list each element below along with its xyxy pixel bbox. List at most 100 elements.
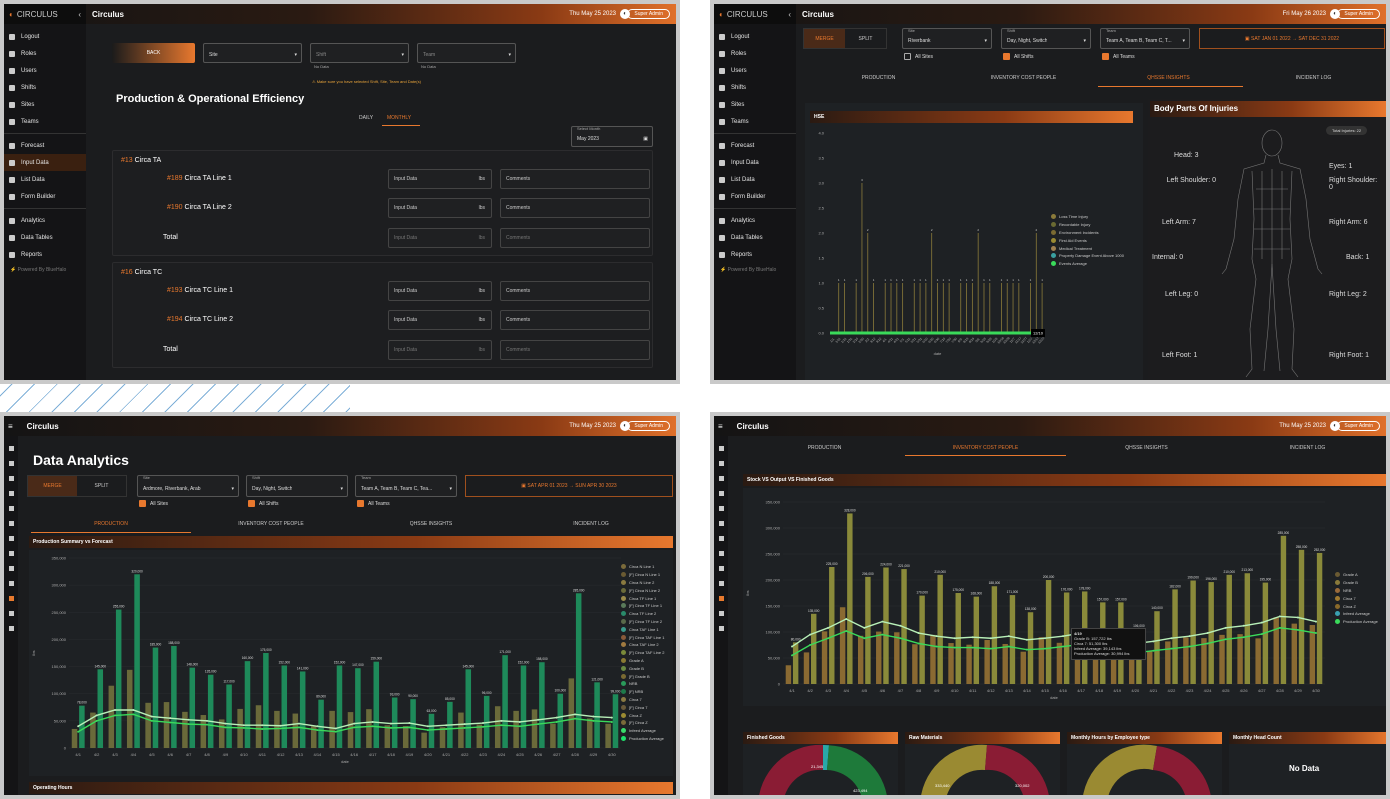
legend-item[interactable]: Grade A: [1335, 571, 1378, 579]
input-data-icon[interactable]: [8, 551, 14, 556]
menu-icon[interactable]: ≡: [718, 421, 723, 431]
legend-item[interactable]: Circa N Line 2: [621, 579, 664, 587]
site-select[interactable]: Site ▾: [203, 43, 302, 63]
theme-toggle-icon[interactable]: ◐: [620, 9, 630, 19]
month-picker[interactable]: Select Month May 2023 ▣: [571, 126, 653, 147]
legend-item[interactable]: Events Average: [1051, 260, 1124, 268]
teams-icon[interactable]: [718, 521, 724, 526]
legend-item[interactable]: [F] Circa TAF Line 1: [621, 633, 664, 641]
legend-item[interactable]: [F] Circa TF Line 1: [621, 602, 664, 610]
sidebar-item-teams[interactable]: Teams: [4, 113, 86, 130]
role-badge[interactable]: Super Admin: [627, 421, 670, 431]
legend-item[interactable]: Circa N Line 1: [621, 563, 664, 571]
reports-icon[interactable]: [718, 626, 724, 631]
legend-item[interactable]: Circa Z: [1335, 602, 1378, 610]
shifts-icon[interactable]: [718, 491, 724, 496]
legend-item[interactable]: Loss Time Injury: [1051, 213, 1124, 221]
users-icon[interactable]: [718, 476, 724, 481]
sidebar-item-analytics[interactable]: Analytics: [714, 212, 796, 229]
back-button[interactable]: BACK: [112, 43, 195, 63]
all-sites-checkbox[interactable]: All Sites: [139, 500, 168, 507]
shift-select[interactable]: Shift ▾: [310, 43, 409, 63]
sidebar-item-form-builder[interactable]: Form Builder: [714, 188, 796, 205]
team-select[interactable]: Team Team A, Team B, Team C, Tea... ▾: [355, 475, 457, 497]
legend-item[interactable]: First Aid Events: [1051, 236, 1124, 244]
legend-item[interactable]: Circa TAF Line 1: [621, 625, 664, 633]
users-icon[interactable]: [8, 476, 14, 481]
legend-item[interactable]: Circa TF Line 2: [621, 610, 664, 618]
sidebar-item-reports[interactable]: Reports: [4, 246, 86, 263]
tab-production[interactable]: PRODUCTION: [861, 75, 896, 81]
sites-icon[interactable]: [718, 506, 724, 511]
legend-item[interactable]: Circa TF Line 1: [621, 594, 664, 602]
forecast-icon[interactable]: [718, 536, 724, 541]
sidebar-item-logout[interactable]: Logout: [714, 28, 796, 45]
logout-icon[interactable]: [718, 446, 724, 451]
sidebar-item-input-data[interactable]: Input Data: [714, 154, 796, 171]
roles-icon[interactable]: [8, 461, 14, 466]
sidebar-item-sites[interactable]: Sites: [4, 96, 86, 113]
legend-item[interactable]: Grade B: [621, 664, 664, 672]
legend-item[interactable]: Property Damage Event Above 1000: [1051, 252, 1124, 260]
reports-icon[interactable]: [8, 626, 14, 631]
split-button[interactable]: SPLIT: [94, 483, 109, 489]
sidebar-item-shifts[interactable]: Shifts: [4, 79, 86, 96]
legend-item[interactable]: Circa 7: [1335, 594, 1378, 602]
form-builder-icon[interactable]: [8, 581, 14, 586]
tab-daily[interactable]: DAILY: [359, 115, 374, 121]
legend-item[interactable]: [F] Circa N Line 1: [621, 571, 664, 579]
site-select[interactable]: Site Riverbank ▾: [902, 28, 992, 49]
list-data-icon[interactable]: [8, 566, 14, 571]
legend-item[interactable]: [F] Grade B: [621, 672, 664, 680]
date-range-picker[interactable]: ▣ SAT APR 01 2023 → SUN APR 30 2023: [465, 475, 673, 497]
comments-field[interactable]: Comments: [500, 281, 650, 301]
role-badge[interactable]: Super Admin: [1337, 9, 1380, 19]
legend-item[interactable]: [F] Circa 7: [621, 703, 664, 711]
tab-incident-log[interactable]: INCIDENT LOG: [1295, 75, 1332, 81]
legend-item[interactable]: Production Average: [1335, 618, 1378, 626]
sidebar-item-users[interactable]: Users: [714, 62, 796, 79]
sidebar-item-list-data[interactable]: List Data: [714, 171, 796, 188]
theme-toggle-icon[interactable]: ◐: [1330, 9, 1340, 19]
data-tables-icon[interactable]: [718, 611, 724, 616]
tab-qhsse-insights[interactable]: QHSSE INSIGHTS: [1125, 445, 1168, 451]
role-badge[interactable]: Super Admin: [627, 9, 670, 19]
analytics-icon[interactable]: [718, 596, 724, 601]
role-badge[interactable]: Super Admin: [1337, 421, 1380, 431]
sidebar-item-forecast[interactable]: Forecast: [4, 137, 86, 154]
legend-item[interactable]: [F] Circa TF Line 2: [621, 618, 664, 626]
legend-item[interactable]: [F] Circa TAF Line 2: [621, 649, 664, 657]
sites-icon[interactable]: [8, 506, 14, 511]
roles-icon[interactable]: [718, 461, 724, 466]
sidebar-item-roles[interactable]: Roles: [714, 45, 796, 62]
all-teams-checkbox[interactable]: All Teams: [357, 500, 390, 507]
merge-button[interactable]: MERGE: [804, 29, 845, 48]
sidebar-item-logout[interactable]: Logout: [4, 28, 86, 45]
comments-field[interactable]: Comments: [500, 198, 650, 218]
legend-item[interactable]: [F] Circa Z: [621, 719, 664, 727]
sidebar-item-list-data[interactable]: List Data: [4, 171, 86, 188]
comments-field[interactable]: Comments: [500, 169, 650, 189]
team-select[interactable]: Team ▾: [417, 43, 516, 63]
tab-production[interactable]: PRODUCTION: [807, 445, 842, 451]
theme-toggle-icon[interactable]: ◐: [1330, 421, 1340, 431]
legend-item[interactable]: Infeed Average: [621, 727, 664, 735]
legend-item[interactable]: Environment Incidents: [1051, 229, 1124, 237]
sidebar-item-input-data[interactable]: Input Data: [4, 154, 86, 171]
legend-item[interactable]: [F] NRB: [621, 688, 664, 696]
sidebar-item-data-tables[interactable]: Data Tables: [714, 229, 796, 246]
all-sites-checkbox[interactable]: All Sites: [904, 53, 933, 60]
tab-inventory-cost-people[interactable]: INVENTORY COST PEOPLE: [952, 445, 1019, 451]
shift-select[interactable]: Shift Day, Night, Switch ▾: [246, 475, 348, 497]
logout-icon[interactable]: [8, 446, 14, 451]
tab-production[interactable]: PRODUCTION: [94, 521, 128, 527]
legend-item[interactable]: Production Average: [621, 735, 664, 743]
all-teams-checkbox[interactable]: All Teams: [1102, 53, 1135, 60]
legend-item[interactable]: Recordable Injury: [1051, 221, 1124, 229]
input-data-field[interactable]: Input Data lbs: [388, 198, 492, 218]
input-data-icon[interactable]: [718, 551, 724, 556]
teams-icon[interactable]: [8, 521, 14, 526]
tab-qhsse-insights[interactable]: QHSSE INSIGHTS: [1147, 75, 1190, 81]
sidebar-item-shifts[interactable]: Shifts: [714, 79, 796, 96]
legend-item[interactable]: Circa TAF Line 2: [621, 641, 664, 649]
